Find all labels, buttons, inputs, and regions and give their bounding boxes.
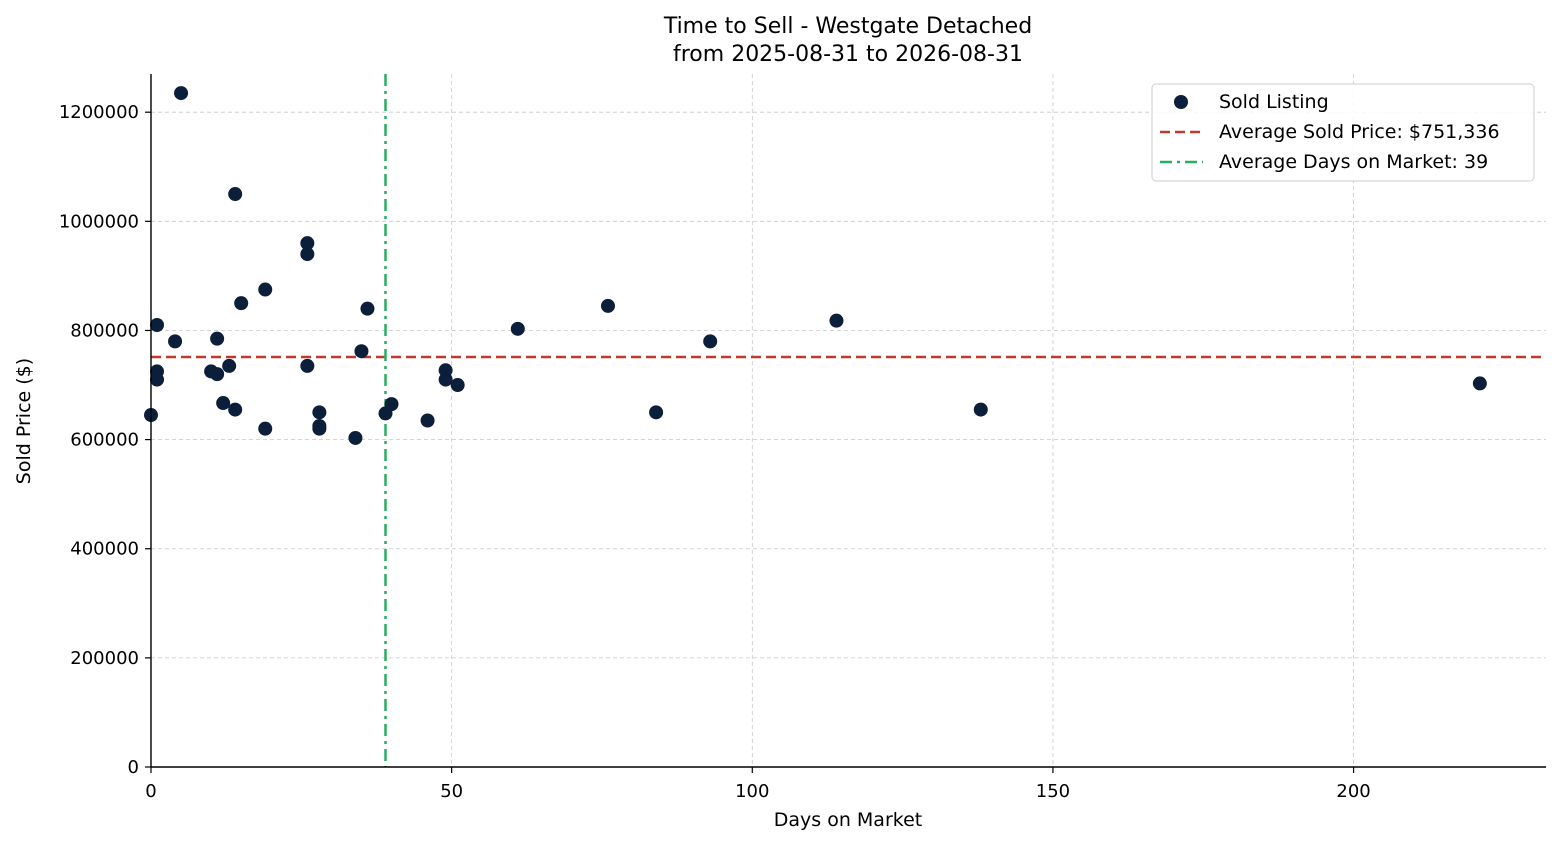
data-point	[228, 187, 243, 202]
data-point	[228, 402, 243, 417]
x-tick-label: 0	[145, 781, 156, 802]
data-point	[360, 301, 375, 316]
legend-label-sold-listing: Sold Listing	[1219, 91, 1329, 113]
data-point	[174, 86, 189, 101]
data-point	[510, 321, 525, 336]
y-tick-label: 1000000	[59, 211, 139, 232]
data-point	[300, 236, 315, 251]
data-point	[168, 334, 183, 349]
legend-label-average-price: Average Sold Price: $751,336	[1219, 121, 1500, 143]
legend: Sold Listing Average Sold Price: $751,33…	[1151, 83, 1535, 182]
data-point	[258, 421, 273, 436]
data-point	[300, 247, 315, 262]
y-tick-label: 200000	[70, 648, 139, 669]
data-point	[234, 296, 249, 311]
legend-box	[1151, 83, 1535, 182]
data-point	[354, 344, 369, 359]
x-tick-label: 200	[1336, 781, 1370, 802]
y-tick-label: 600000	[70, 430, 139, 451]
x-tick-label: 150	[1036, 781, 1070, 802]
legend-label-average-days: Average Days on Market: 39	[1219, 151, 1488, 173]
data-point	[210, 331, 225, 346]
data-point	[703, 334, 718, 349]
data-point	[829, 313, 844, 328]
data-point	[150, 318, 165, 333]
data-point	[438, 372, 453, 387]
y-tick-label: 1200000	[59, 102, 139, 123]
chart-title: Time to Sell - Westgate Detached	[663, 14, 1032, 39]
y-tick-label: 400000	[70, 539, 139, 560]
data-point	[384, 397, 399, 412]
x-tick-label: 50	[440, 781, 463, 802]
legend-marker-sold-listing	[1174, 95, 1188, 109]
axes: 0 50 100 150 200 0 200000 400000 600000 800000 100…	[59, 74, 1546, 802]
reference-lines	[151, 74, 1546, 767]
data-point	[1472, 376, 1487, 391]
data-point	[216, 396, 231, 411]
y-axis-label: Sold Price ($)	[13, 358, 35, 484]
data-point	[150, 372, 165, 387]
data-point	[450, 378, 465, 393]
data-point	[600, 298, 615, 313]
chart-subtitle: from 2025-08-31 to 2026-08-31	[673, 42, 1023, 67]
data-point	[210, 367, 225, 382]
x-axis-label: Days on Market	[774, 809, 922, 831]
data-point	[973, 402, 988, 417]
data-point	[312, 405, 327, 420]
data-point	[300, 358, 315, 373]
data-point	[348, 430, 363, 445]
y-tick-label: 0	[128, 757, 139, 778]
data-point	[649, 405, 664, 420]
data-point	[222, 358, 237, 373]
data-point	[312, 421, 327, 436]
data-point	[420, 413, 435, 428]
x-tick-label: 100	[735, 781, 769, 802]
data-point	[258, 282, 273, 297]
y-tick-label: 800000	[70, 320, 139, 341]
